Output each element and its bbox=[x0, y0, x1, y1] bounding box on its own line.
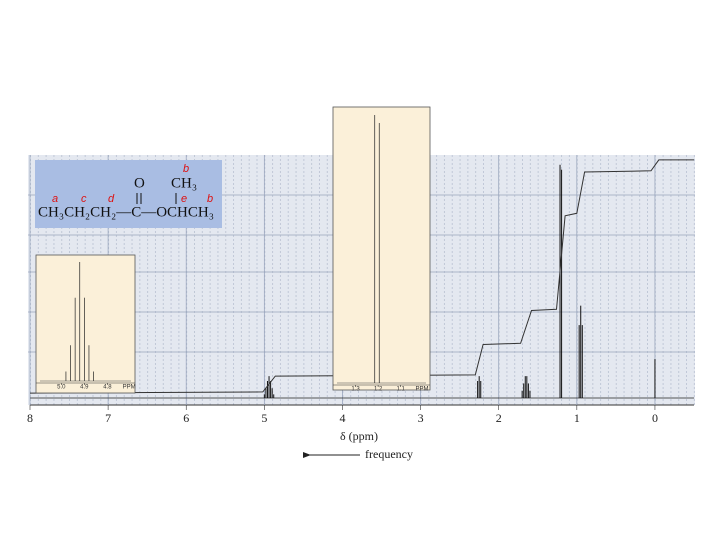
x-tick-label: 1.2 bbox=[374, 387, 383, 393]
x-tick-label: 7 bbox=[105, 411, 111, 425]
proton-label: b bbox=[183, 163, 189, 175]
integral-curve bbox=[29, 159, 694, 394]
x-tick-label: 1 bbox=[574, 411, 580, 425]
proton-label: c bbox=[81, 193, 87, 205]
inset-box bbox=[332, 106, 431, 391]
x-tick-label: 4.9 bbox=[80, 385, 89, 391]
x-axis-label: PPM bbox=[123, 385, 136, 391]
formula: CH₃CH₂CH₂—C—OCHCH₃ bbox=[38, 204, 214, 220]
proton-label: e bbox=[181, 193, 187, 205]
x-tick-label: 0 bbox=[652, 411, 658, 425]
x-tick-label: 6 bbox=[183, 411, 189, 425]
x-tick-label: 3 bbox=[418, 411, 424, 425]
x-axis-label: δ (ppm) bbox=[340, 429, 378, 443]
proton-label: d bbox=[108, 193, 115, 205]
structure: CH₃CH₂CH₂—C—OCHCH₃ O CH₃ a c d e b b bbox=[38, 163, 214, 221]
structure-box bbox=[35, 160, 222, 228]
proton-label: a bbox=[52, 193, 58, 205]
proton-label: b bbox=[207, 193, 213, 205]
x-tick-label: 1.3 bbox=[351, 387, 360, 393]
x-tick-label: 8 bbox=[27, 411, 33, 425]
x-tick-label: 4.8 bbox=[103, 385, 112, 391]
branch: CH₃ bbox=[171, 175, 197, 191]
x-tick-label: 4 bbox=[339, 411, 345, 425]
x-tick-label: 1.1 bbox=[397, 387, 406, 393]
x-tick-label: 2 bbox=[496, 411, 502, 425]
x-tick-label: 5 bbox=[261, 411, 267, 425]
x-axis-label: PPM bbox=[416, 387, 429, 393]
annotation: frequency bbox=[365, 447, 413, 461]
inset-box bbox=[35, 254, 136, 394]
carbonyl: O bbox=[134, 175, 145, 191]
x-tick-label: 5.0 bbox=[57, 385, 66, 391]
